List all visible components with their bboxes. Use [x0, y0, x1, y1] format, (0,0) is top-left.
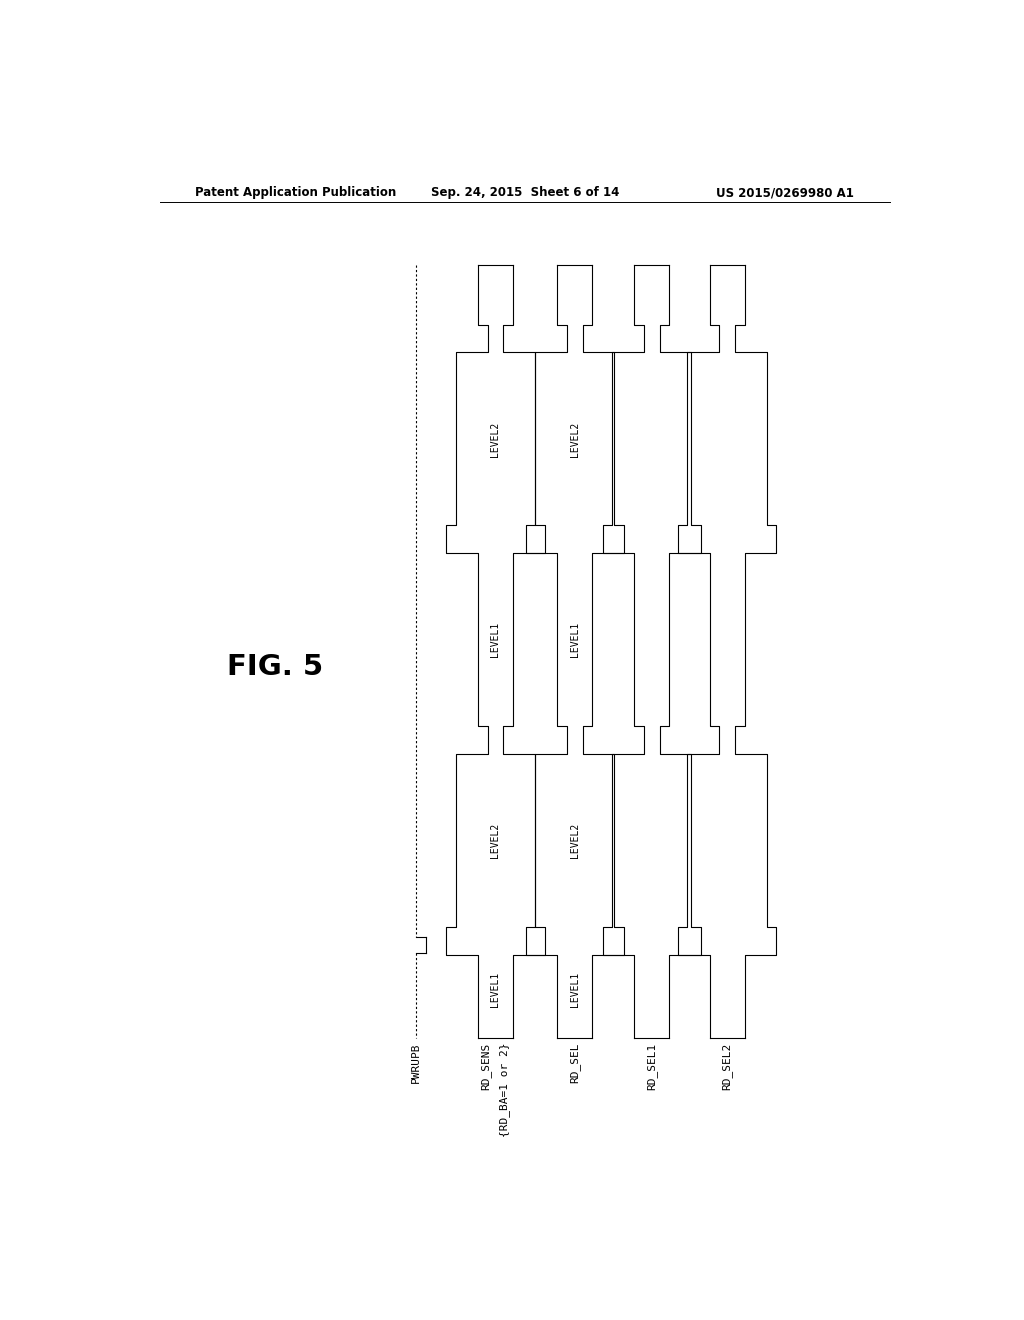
- Text: {RD_BA=1 or 2}: {RD_BA=1 or 2}: [500, 1043, 510, 1137]
- Text: RD_SEL: RD_SEL: [569, 1043, 581, 1084]
- Text: US 2015/0269980 A1: US 2015/0269980 A1: [716, 186, 854, 199]
- Text: LEVEL2: LEVEL2: [569, 421, 580, 457]
- Text: LEVEL1: LEVEL1: [490, 622, 501, 657]
- Text: RD_SEL1: RD_SEL1: [646, 1043, 657, 1090]
- Text: LEVEL1: LEVEL1: [569, 972, 580, 1007]
- Text: RD_SEL2: RD_SEL2: [722, 1043, 732, 1090]
- Text: FIG. 5: FIG. 5: [226, 652, 323, 681]
- Text: LEVEL2: LEVEL2: [490, 822, 501, 858]
- Text: LEVEL2: LEVEL2: [569, 822, 580, 858]
- Text: PWRUPB: PWRUPB: [411, 1043, 421, 1084]
- Text: LEVEL1: LEVEL1: [569, 622, 580, 657]
- Text: Sep. 24, 2015  Sheet 6 of 14: Sep. 24, 2015 Sheet 6 of 14: [431, 186, 618, 199]
- Text: LEVEL2: LEVEL2: [490, 421, 501, 457]
- Text: LEVEL1: LEVEL1: [490, 972, 501, 1007]
- Text: RD_SENS: RD_SENS: [480, 1043, 492, 1090]
- Text: Patent Application Publication: Patent Application Publication: [196, 186, 396, 199]
